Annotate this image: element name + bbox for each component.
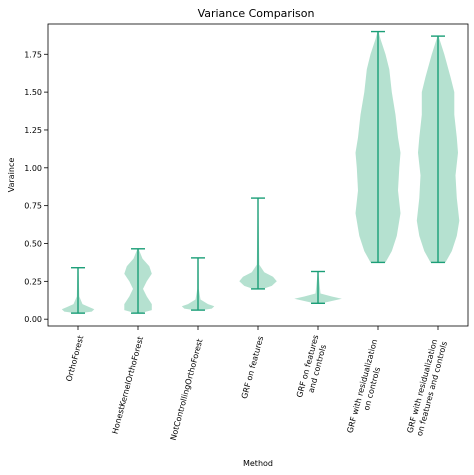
x-tick-label: GRF on featuresand controls — [295, 334, 330, 401]
y-tick-label: 1.75 — [24, 50, 42, 59]
chart-title: Variance Comparison — [198, 7, 315, 20]
x-tick-label-line: HonestKernelOrthoForest — [110, 335, 145, 434]
x-tick-label: OrthoForest — [64, 335, 85, 383]
x-tick-label-line: NotControllingOrthoForest — [169, 338, 205, 442]
x-tick-label: GRF with residualizationon controls — [345, 338, 388, 436]
y-tick-label: 1.25 — [24, 126, 42, 135]
y-tick-label: 0.25 — [24, 277, 42, 286]
y-tick-label: 0.00 — [24, 315, 42, 324]
violins-layer — [61, 30, 460, 314]
x-tick-label-line: OrthoForest — [64, 335, 85, 383]
y-tick-label: 1.50 — [24, 88, 42, 97]
x-tick-label: GRF with residualizationon features and … — [405, 338, 449, 437]
y-tick-label: 0.75 — [24, 202, 42, 211]
y-axis-label: Varaince — [7, 158, 16, 193]
plot-frame — [47, 23, 469, 327]
x-axis: OrthoForest HonestKernelOrthoForest NotCon… — [64, 326, 449, 441]
x-axis-label: Method — [243, 459, 273, 468]
x-tick-label: NotControllingOrthoForest — [169, 338, 205, 442]
y-axis: 0.00 0.25 0.50 0.75 1.00 1.25 1.50 1.75 — [24, 50, 48, 324]
y-tick-label: 0.50 — [24, 239, 42, 248]
x-tick-label: HonestKernelOrthoForest — [110, 335, 145, 434]
x-tick-label-line: GRF on features — [240, 335, 265, 400]
y-tick-label: 1.00 — [24, 164, 42, 173]
x-tick-label: GRF on features — [240, 335, 265, 400]
